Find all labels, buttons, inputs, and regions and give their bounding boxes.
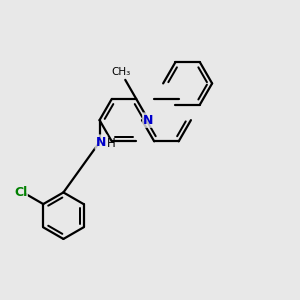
Text: H: H: [106, 137, 115, 150]
Text: N: N: [143, 114, 154, 127]
Text: Cl: Cl: [14, 186, 27, 199]
Text: N: N: [143, 114, 154, 127]
Text: CH₃: CH₃: [111, 68, 130, 77]
Text: N: N: [96, 136, 106, 149]
